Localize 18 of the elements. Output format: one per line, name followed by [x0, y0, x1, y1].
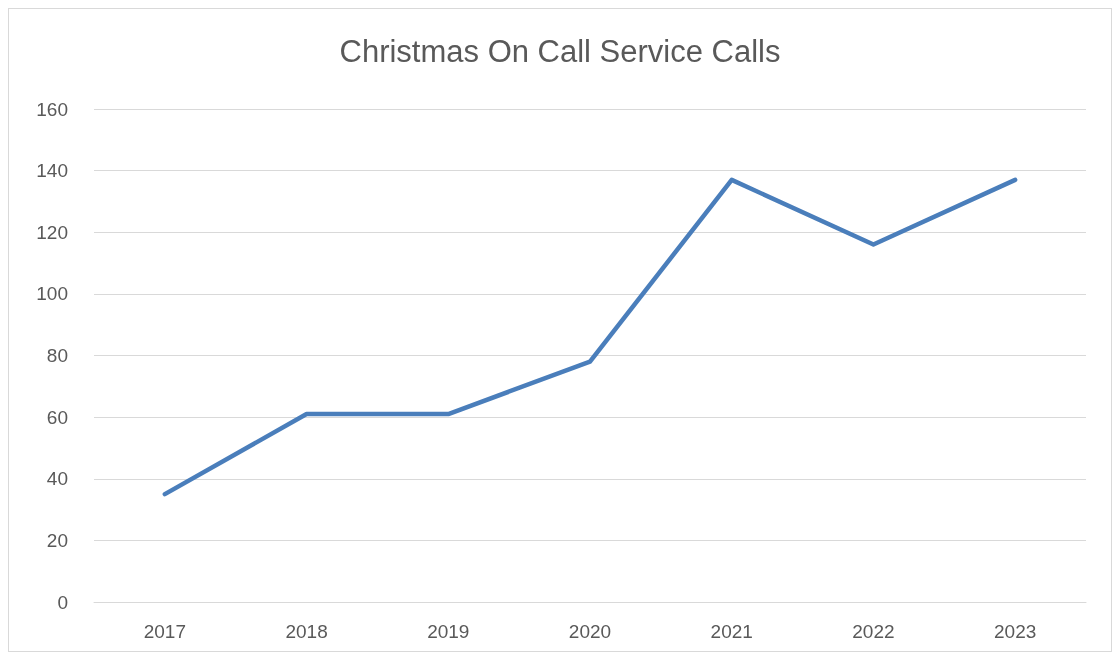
- x-tick-label: 2018: [285, 621, 328, 642]
- y-tick-label: 120: [36, 221, 68, 243]
- y-tick-label: 20: [46, 529, 68, 551]
- y-tick-label: 0: [57, 591, 68, 613]
- y-tick-label: 60: [46, 406, 68, 428]
- x-tick-label: 2019: [427, 621, 470, 642]
- y-tick-label: 80: [46, 345, 68, 366]
- x-tick-label: 2021: [710, 621, 753, 642]
- y-tick-label: 160: [36, 98, 68, 120]
- y-tick-label: 140: [36, 160, 68, 182]
- y-tick-label: 40: [46, 468, 68, 490]
- x-tick-label: 2022: [852, 621, 895, 642]
- x-tick-label: 2023: [994, 621, 1037, 642]
- chart-title: Christmas On Call Service Calls: [339, 34, 781, 69]
- x-tick-label: 2017: [143, 621, 186, 642]
- y-tick-label: 100: [36, 283, 68, 305]
- x-tick-label: 2020: [568, 621, 612, 642]
- line-series: [162, 177, 1018, 497]
